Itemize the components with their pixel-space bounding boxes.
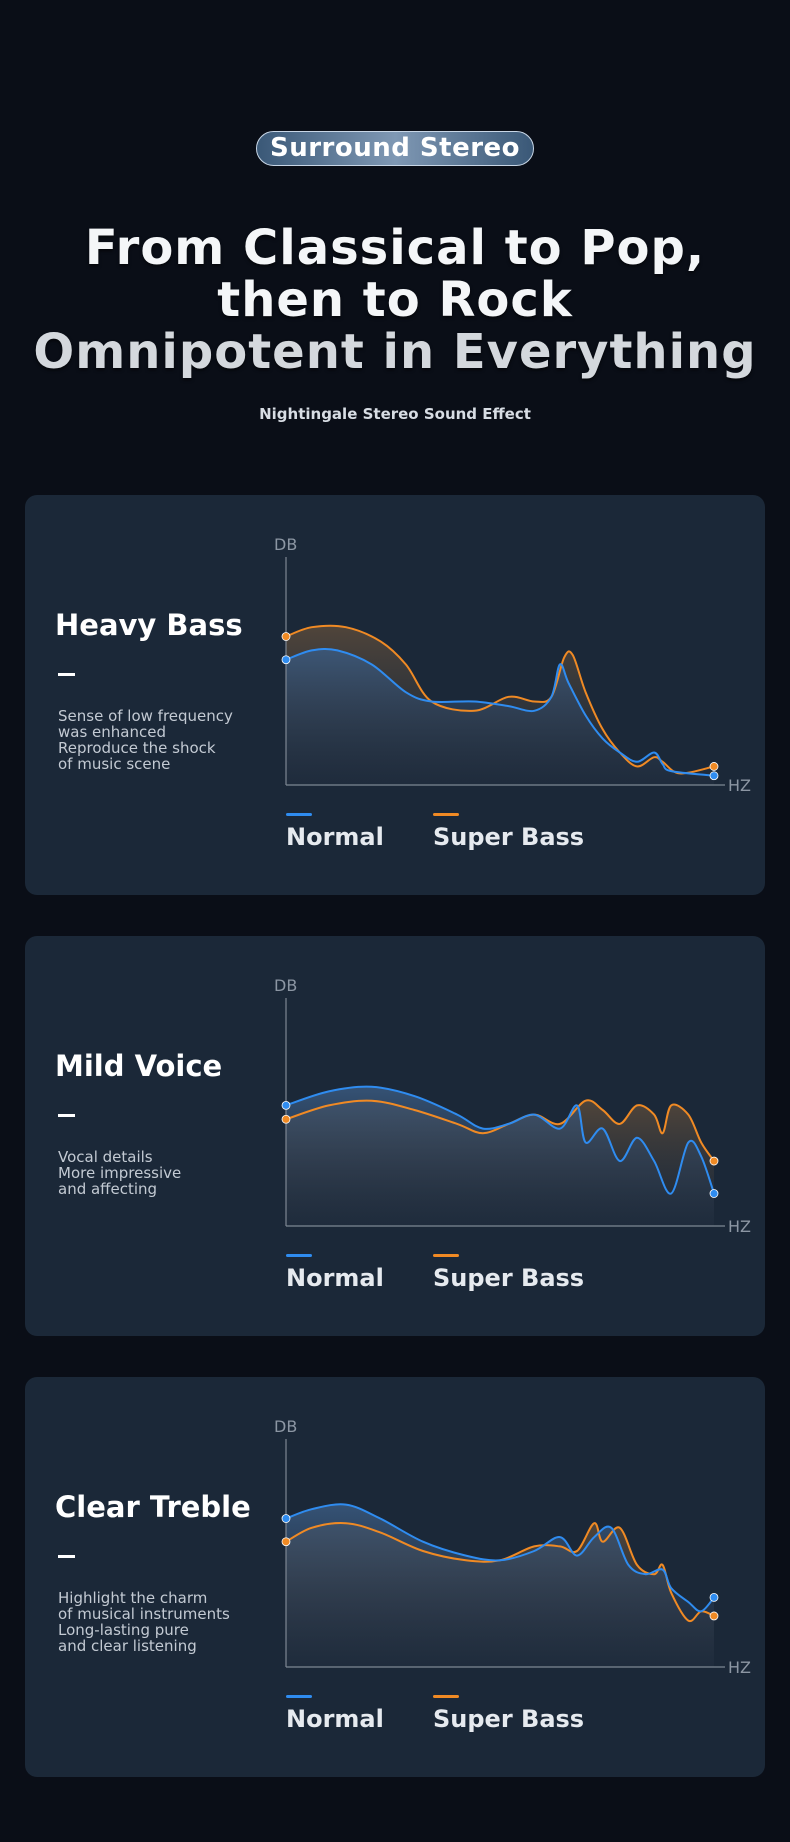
card-description: Highlight the charm of musical instrumen…	[58, 1590, 258, 1654]
legend-normal-swatch	[286, 813, 312, 816]
card-description: Vocal details More impressive and affect…	[58, 1149, 258, 1197]
legend-normal-label: Normal	[286, 1264, 384, 1292]
super-bass-end-point	[709, 1156, 719, 1166]
legend-super-bass-swatch	[433, 813, 459, 816]
title-dash	[58, 1555, 75, 1558]
legend-super-bass-swatch	[433, 1254, 459, 1257]
description-line: of music scene	[58, 755, 171, 773]
description-line: and clear listening	[58, 1637, 197, 1655]
x-axis-label: HZ	[728, 776, 751, 795]
headline-line-3: Omnipotent in Everything	[33, 324, 757, 380]
y-axis-label: DB	[274, 1417, 297, 1436]
headline-line-2: then to Rock	[217, 272, 573, 328]
heavy-bass-card: Heavy Bass Sense of low frequency was en…	[25, 495, 765, 895]
card-title: Mild Voice	[55, 1049, 223, 1083]
description-line: More impressive	[58, 1164, 182, 1182]
legend-super-bass-swatch	[433, 1695, 459, 1698]
normal-line	[285, 1503, 715, 1613]
description-line: Reproduce the shock	[58, 739, 216, 757]
legend-normal-swatch	[286, 1254, 312, 1257]
normal-area	[286, 648, 714, 785]
x-axis-label: HZ	[728, 1217, 751, 1236]
super-bass-line	[285, 1522, 715, 1623]
headline-line-1: From Classical to Pop,	[84, 220, 706, 276]
normal-start-point	[281, 1100, 291, 1110]
legend-super-bass-label: Super Bass	[433, 1264, 585, 1292]
legend-normal-label: Normal	[286, 1705, 384, 1733]
description-line: and affecting	[58, 1180, 158, 1198]
clear-treble-card: Clear Treble Highlight the charm of musi…	[25, 1377, 765, 1777]
normal-area	[286, 1086, 714, 1226]
title-dash	[58, 673, 75, 676]
title-dash	[58, 1114, 75, 1117]
super-bass-end-point	[709, 762, 719, 771]
frequency-response-chart: DB HZ	[274, 535, 751, 795]
normal-start-point	[281, 1514, 291, 1523]
headline: From Classical to Pop, then to Rock Omni…	[0, 222, 790, 378]
normal-start-point	[281, 655, 291, 665]
legend-normal-label: Normal	[286, 823, 384, 851]
description-line: was enhanced	[58, 723, 166, 741]
normal-end-point	[709, 1189, 719, 1198]
hero-section: Surround Stereo From Classical to Pop, t…	[0, 0, 790, 470]
card-title: Clear Treble	[55, 1490, 251, 1524]
super-bass-start-point	[281, 632, 291, 641]
description-line: Vocal details	[58, 1148, 153, 1166]
mild-voice-card: Mild Voice Vocal details More impressive…	[25, 936, 765, 1336]
description-line: of musical instruments	[58, 1605, 230, 1623]
normal-line	[285, 1085, 715, 1195]
x-axis-label: HZ	[728, 1658, 751, 1677]
super-bass-end-point	[709, 1611, 719, 1621]
frequency-response-chart: DB HZ	[274, 976, 751, 1236]
description-line: Sense of low frequency	[58, 707, 233, 725]
card-title: Heavy Bass	[55, 608, 243, 642]
y-axis-label: DB	[274, 976, 297, 995]
super-bass-line	[285, 1099, 715, 1162]
card-description: Sense of low frequency was enhanced Repr…	[58, 708, 258, 772]
description-line: Long-lasting pure	[58, 1621, 189, 1639]
surround-stereo-badge: Surround Stereo	[256, 131, 534, 166]
frequency-response-chart: DB HZ	[274, 1417, 751, 1677]
y-axis-label: DB	[274, 535, 297, 554]
super-bass-line	[285, 624, 715, 775]
subtitle: Nightingale Stereo Sound Effect	[259, 405, 531, 423]
legend-super-bass-label: Super Bass	[433, 1705, 585, 1733]
normal-end-point	[709, 771, 719, 781]
normal-area	[286, 1504, 714, 1667]
legend-normal-swatch	[286, 1695, 312, 1698]
normal-line	[285, 647, 715, 777]
super-bass-start-point	[281, 1537, 291, 1547]
legend-super-bass-label: Super Bass	[433, 823, 585, 851]
super-bass-start-point	[281, 1114, 291, 1124]
normal-end-point	[709, 1592, 719, 1602]
description-line: Highlight the charm	[58, 1589, 208, 1607]
